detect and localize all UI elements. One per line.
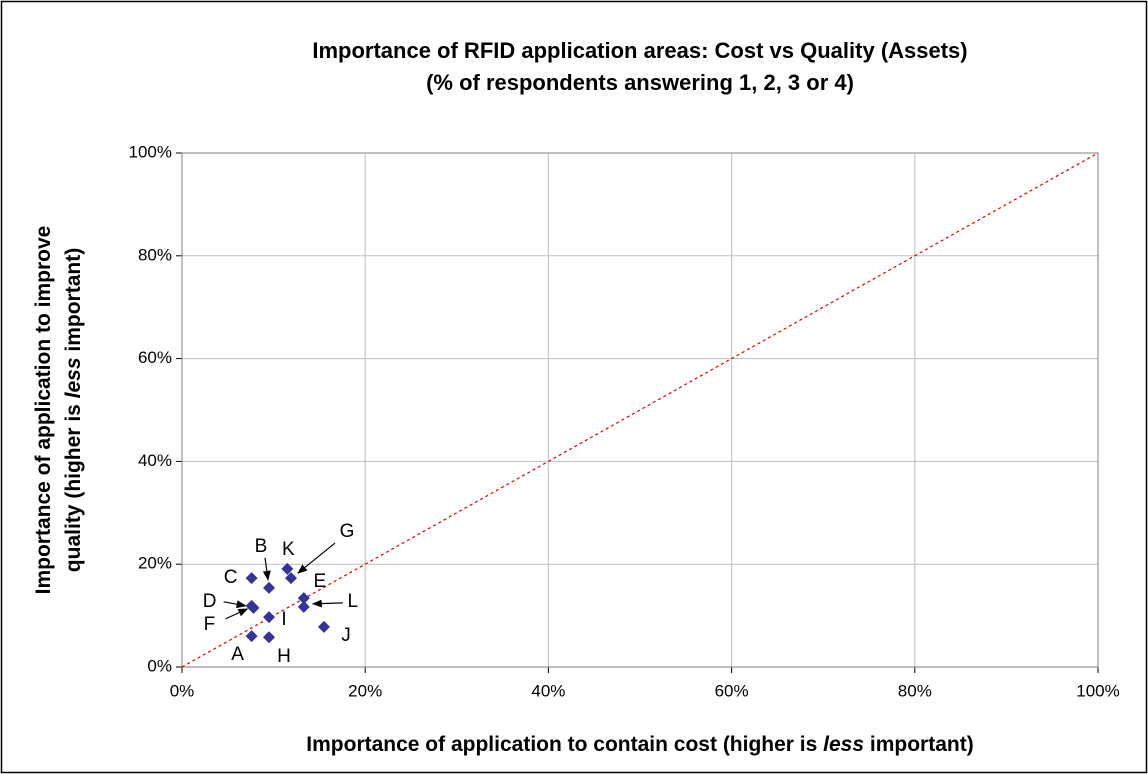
y-tick-label: 80% xyxy=(138,245,172,264)
y-tick-label: 20% xyxy=(138,554,172,573)
x-tick-label: 100% xyxy=(1076,681,1119,700)
x-axis-label: Importance of application to contain cos… xyxy=(306,733,973,756)
point-label: E xyxy=(313,571,326,592)
point-label: G xyxy=(340,521,355,542)
point xyxy=(263,611,276,624)
point-label: D xyxy=(203,591,217,612)
point xyxy=(285,572,298,585)
y-tick-label: 100% xyxy=(129,142,172,161)
point xyxy=(263,631,276,644)
label-arrow xyxy=(311,599,343,608)
y-tick-label: 60% xyxy=(138,348,172,367)
y-tick-label: 0% xyxy=(147,656,172,675)
point xyxy=(281,562,294,575)
y-axis-label-part: important) xyxy=(62,248,85,358)
label-arrow xyxy=(225,608,249,620)
x-tick-label: 60% xyxy=(715,681,749,700)
point xyxy=(317,620,330,633)
point xyxy=(245,630,258,643)
point xyxy=(297,600,310,613)
point-label: C xyxy=(224,567,238,588)
point-label: J xyxy=(341,625,351,646)
chart-subtitle: (% of respondents answering 1, 2, 3 or 4… xyxy=(426,70,854,95)
point xyxy=(297,592,310,605)
x-axis-label-part: less xyxy=(823,733,864,756)
x-axis-label-part: Importance of application to contain cos… xyxy=(306,733,823,756)
point-label: L xyxy=(348,591,359,612)
point-label: H xyxy=(277,646,291,667)
reference-line xyxy=(181,152,1099,668)
plot-border xyxy=(181,152,1099,668)
x-tick-label: 0% xyxy=(170,681,195,700)
y-axis-label: Importance of application to improve xyxy=(32,226,55,595)
point xyxy=(247,601,260,614)
y-axis-label-part: quality (higher is xyxy=(62,398,85,572)
label-arrow xyxy=(262,557,271,581)
label-arrow xyxy=(223,600,247,609)
y-axis-label: quality (higher is less important) xyxy=(62,248,85,572)
label-arrow xyxy=(297,542,336,574)
y-tick-label: 40% xyxy=(138,451,172,470)
y-axis-label-part: less xyxy=(62,357,85,398)
point xyxy=(245,572,258,585)
point-label: A xyxy=(231,644,244,665)
y-axis-label-part: Importance of application to improve xyxy=(32,226,55,595)
x-tick-label: 20% xyxy=(348,681,382,700)
point-label: B xyxy=(255,536,268,557)
point-label: F xyxy=(204,614,216,635)
point-label: K xyxy=(282,539,295,560)
point-label: I xyxy=(281,609,286,630)
x-tick-label: 40% xyxy=(531,681,565,700)
chart-title: Importance of RFID application areas: Co… xyxy=(312,38,967,63)
x-axis-label-part: important) xyxy=(864,733,974,756)
point xyxy=(263,581,276,594)
x-tick-label: 80% xyxy=(898,681,932,700)
